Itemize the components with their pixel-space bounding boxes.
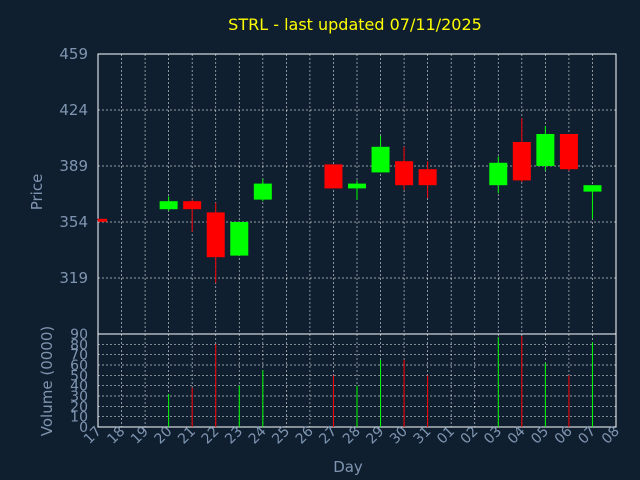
volume-tick-label: 50: [70, 368, 88, 384]
volume-tick-label: 10: [70, 410, 88, 426]
volume-tick-label: 90: [70, 327, 88, 343]
candle-body: [183, 201, 202, 210]
candle-body: [583, 185, 602, 192]
candle-body: [253, 183, 272, 200]
price-tick-label: 354: [59, 213, 88, 231]
volume-tick-label: 30: [70, 389, 88, 405]
candle-body: [348, 183, 366, 189]
candle-body: [489, 162, 508, 186]
price-tick-label: 319: [59, 269, 88, 287]
volume-axis-label: Volume (0000): [38, 326, 56, 436]
candle-body: [230, 222, 249, 256]
candle-body: [371, 146, 390, 173]
price-axis-label: Price: [28, 174, 46, 211]
x-axis: 17 18 19 20 21 22 23 24 25 26 27 28 29 30 31 01 02 03 04 05…: [81, 423, 623, 447]
price-panel: 459 424 389 354 319: [59, 45, 617, 335]
candle-body: [536, 134, 555, 166]
volume-tick-label: 0: [79, 420, 88, 436]
price-tick-label: 424: [59, 101, 88, 119]
candle-body: [559, 134, 578, 170]
candle-body: [159, 201, 178, 210]
volume-tick-label: 70: [70, 348, 88, 364]
candle-body: [324, 164, 343, 189]
candle-body: [206, 212, 225, 258]
x-axis-label: Day: [333, 458, 363, 476]
volume-tick-label: 20: [70, 399, 88, 415]
price-tick-label: 389: [59, 157, 88, 175]
candle-body: [395, 161, 414, 186]
price-tick-label: 459: [59, 45, 88, 63]
chart-title: STRL - last updated 07/11/2025: [228, 15, 482, 34]
volume-tick-label: 60: [70, 358, 88, 374]
volume-tick-label: 80: [70, 337, 88, 353]
candle-body: [418, 169, 437, 186]
candle-body: [98, 218, 107, 222]
candle-body: [512, 142, 531, 181]
volume-tick-label: 40: [70, 379, 88, 395]
